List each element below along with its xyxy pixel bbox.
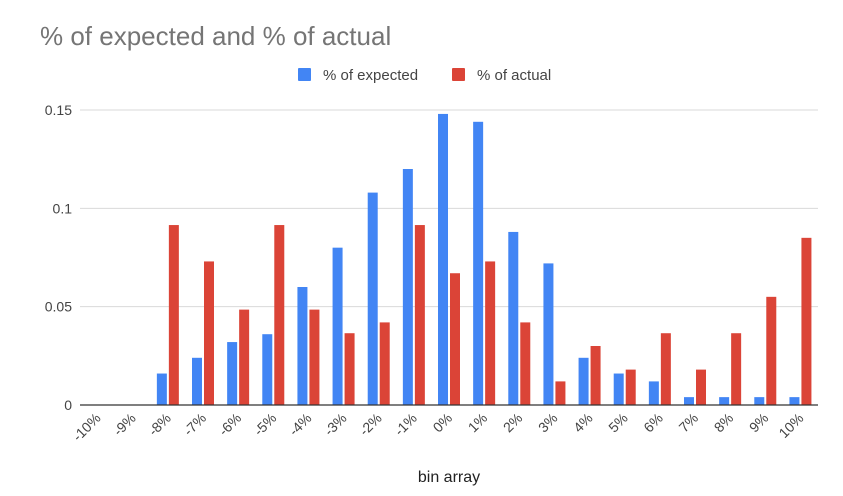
bar-actual (274, 225, 285, 405)
x-tick-label: 6% (640, 410, 666, 436)
x-tick-label: 0% (429, 410, 455, 436)
x-tick-label: -6% (215, 410, 244, 439)
legend-label-actual: % of actual (477, 67, 551, 84)
bar-expected (684, 397, 694, 405)
bars (156, 113, 812, 406)
y-tick-label: 0 (64, 397, 72, 413)
legend-label-expected: % of expected (323, 67, 418, 84)
bar-actual (696, 369, 706, 405)
x-tick-label: 2% (500, 410, 526, 436)
bar-expected (754, 397, 765, 405)
x-tick-label: 8% (711, 410, 737, 436)
x-axis-ticks: -10% -9% -8% -7% -6% -5% -4% -3% -2% -1% 0% 1% 2% 3% 4… (69, 410, 806, 444)
x-tick-label: -2% (356, 410, 385, 439)
x-tick-label: -3% (321, 410, 350, 439)
legend: % of expected % of actual (298, 67, 551, 84)
bar-expected (613, 373, 624, 405)
bar-actual (344, 333, 355, 405)
bar-actual (485, 261, 496, 405)
bar-actual (801, 237, 812, 405)
bar-actual (625, 369, 636, 405)
legend-swatch-actual (452, 68, 465, 81)
x-tick-label: -5% (250, 410, 279, 439)
bar-actual (450, 273, 460, 405)
y-axis-ticks: 0 0.05 0.1 0.15 (45, 102, 72, 413)
bar-expected (402, 169, 413, 405)
bar-expected (473, 121, 484, 406)
bar-expected (543, 263, 554, 405)
gridlines (80, 109, 818, 308)
bar-expected (262, 334, 273, 405)
bar-actual (168, 225, 179, 405)
x-tick-label: 4% (570, 410, 596, 436)
bar-actual (204, 261, 214, 405)
bar-actual (309, 309, 320, 405)
bar-expected (648, 381, 659, 405)
y-tick-label: 0.15 (45, 102, 72, 118)
bar-actual (766, 296, 777, 405)
bar-actual (379, 322, 390, 405)
bar-expected (789, 397, 800, 405)
x-tick-label: -10% (69, 410, 103, 444)
bar-expected (578, 357, 589, 405)
bar-expected (508, 231, 519, 405)
bar-actual (414, 225, 425, 405)
chart-title: % of expected and % of actual (40, 21, 391, 51)
bar-expected (719, 397, 730, 405)
x-tick-label: -4% (286, 410, 315, 439)
bar-actual (520, 322, 531, 405)
x-axis-title: bin array (418, 469, 480, 486)
bar-expected (297, 287, 308, 405)
x-tick-label: 1% (465, 410, 491, 436)
bar-expected (156, 373, 167, 405)
bar-actual (731, 333, 742, 405)
x-tick-label: 9% (746, 410, 772, 436)
legend-swatch-expected (298, 68, 311, 81)
x-tick-label: -9% (110, 410, 139, 439)
x-tick-label: -8% (145, 410, 174, 439)
x-tick-label: 10% (775, 410, 806, 441)
bar-actual (660, 333, 671, 405)
bar-expected (192, 357, 202, 405)
y-tick-label: 0.1 (53, 200, 73, 216)
bar-expected (367, 192, 378, 405)
bar-actual (590, 346, 601, 405)
bar-expected (227, 342, 238, 405)
bar-actual (555, 381, 566, 405)
x-tick-label: 3% (535, 410, 561, 436)
x-tick-label: 5% (605, 410, 631, 436)
x-tick-label: -1% (391, 410, 420, 439)
x-tick-label: -7% (180, 410, 209, 439)
x-tick-label: 7% (675, 410, 701, 436)
bar-actual (239, 309, 250, 405)
bar-expected (332, 247, 343, 405)
bar-expected (438, 113, 448, 405)
y-tick-label: 0.05 (45, 299, 72, 315)
